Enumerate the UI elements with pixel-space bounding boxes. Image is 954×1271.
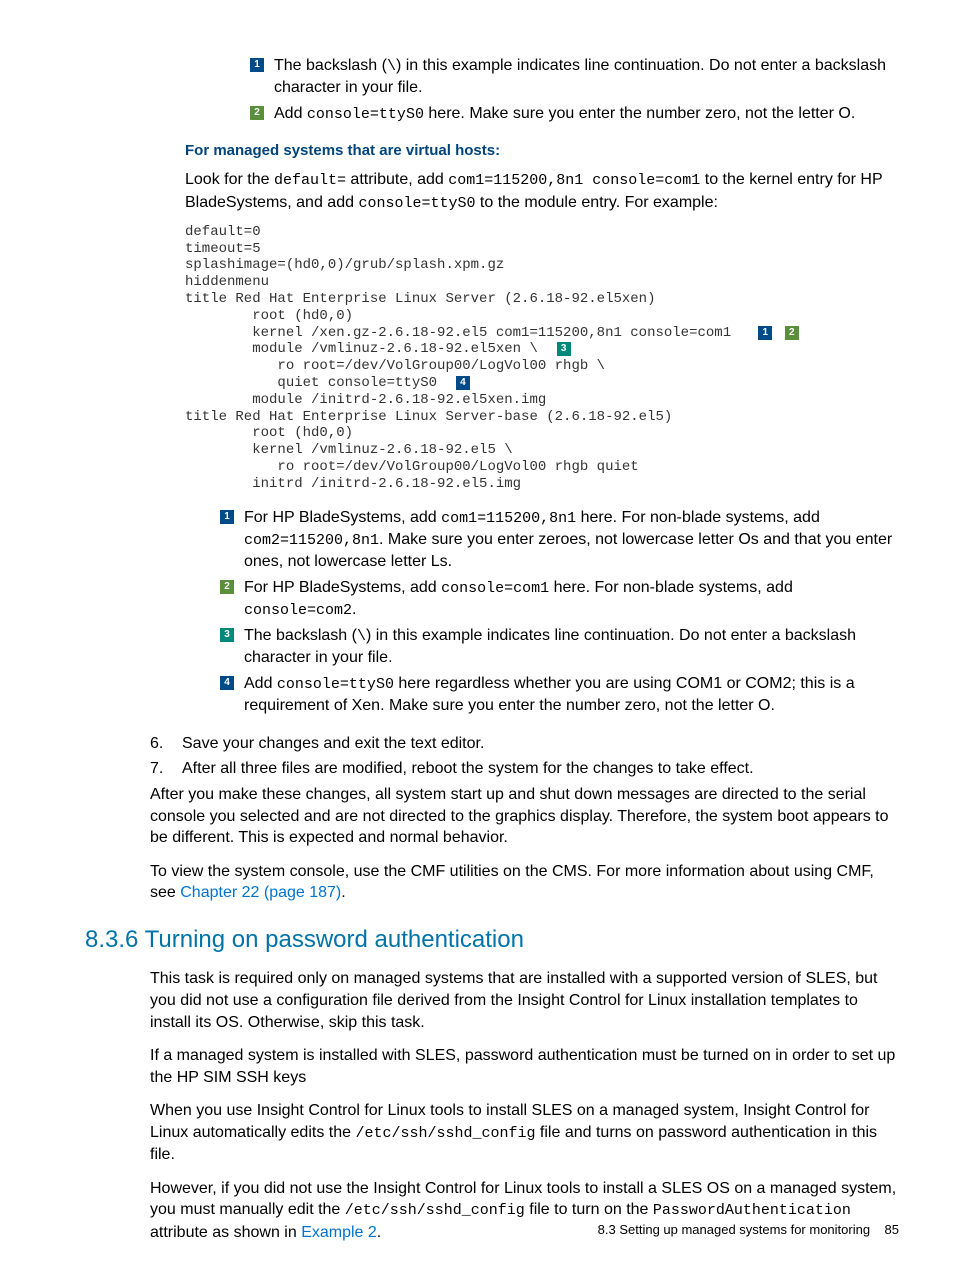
- virtual-hosts-subhead: For managed systems that are virtual hos…: [185, 141, 899, 161]
- inline-code: console=ttyS0: [277, 676, 394, 693]
- callout-text: For HP BladeSystems, add console=com1 he…: [244, 577, 899, 622]
- callout-number: 1: [220, 510, 234, 524]
- inline-code: PasswordAuthentication: [653, 1202, 851, 1219]
- step-text: After all three files are modified, rebo…: [182, 758, 899, 780]
- inline-code: console=com1: [441, 580, 549, 597]
- grub-config-code: default=0 timeout=5 splashimage=(hd0,0)/…: [185, 224, 899, 493]
- callout-text: The backslash (\) in this example indica…: [244, 625, 899, 669]
- inline-callout-1: 1: [758, 326, 772, 340]
- inline-code: /etc/ssh/sshd_config: [355, 1125, 535, 1142]
- callout-row: 4 Add console=ttyS0 here regardless wheth…: [220, 673, 899, 717]
- top-callout-list: 1 The backslash (\) in this example indic…: [250, 55, 899, 125]
- section-p3: When you use Insight Control for Linux t…: [150, 1100, 899, 1165]
- section-p1: This task is required only on managed sy…: [150, 968, 899, 1033]
- numbered-step: 7.After all three files are modified, re…: [150, 758, 899, 780]
- chapter-22-link[interactable]: Chapter 22 (page 187): [180, 884, 341, 901]
- callout-text: The backslash (\) in this example indica…: [274, 55, 899, 99]
- step-number: 6.: [150, 733, 182, 755]
- callout-text: For HP BladeSystems, add com1=115200,8n1…: [244, 507, 899, 573]
- callout-number: 2: [220, 580, 234, 594]
- step-text: Save your changes and exit the text edit…: [182, 733, 899, 755]
- code-callout-list: 1 For HP BladeSystems, add com1=115200,8n…: [220, 507, 899, 717]
- inline-code: console=com2: [244, 602, 352, 619]
- inline-code: console=ttyS0: [358, 195, 475, 212]
- callout-text: Add console=ttyS0 here. Make sure you en…: [274, 103, 899, 125]
- inline-code: com2=115200,8n1: [244, 532, 379, 549]
- view-para-post: .: [341, 884, 345, 901]
- inline-code: /etc/ssh/sshd_config: [345, 1202, 525, 1219]
- inline-code: \: [387, 58, 396, 75]
- intro-paragraph: Look for the default= attribute, add com…: [185, 169, 899, 214]
- footer-page-number: 85: [885, 1222, 899, 1237]
- view-console-paragraph: To view the system console, use the CMF …: [150, 861, 899, 904]
- callout-text: Add console=ttyS0 here regardless whethe…: [244, 673, 899, 717]
- inline-callout-3: 3: [557, 342, 571, 356]
- page: 1 The backslash (\) in this example indic…: [0, 0, 954, 1271]
- section-8-3-6-heading: 8.3.6 Turning on password authentication: [85, 924, 899, 956]
- callout-row: 2 Add console=ttyS0 here. Make sure you e…: [250, 103, 899, 125]
- inline-code: com1=115200,8n1: [441, 510, 576, 527]
- callout-number: 4: [220, 676, 234, 690]
- callout-row: 1 For HP BladeSystems, add com1=115200,8n…: [220, 507, 899, 573]
- inline-code: \: [357, 628, 366, 645]
- inline-code: console=ttyS0: [307, 106, 424, 123]
- callout-number: 3: [220, 628, 234, 642]
- inline-callout-2: 2: [785, 326, 799, 340]
- inline-callout-4: 4: [456, 376, 470, 390]
- step-number: 7.: [150, 758, 182, 780]
- callout-number: 2: [250, 106, 264, 120]
- callout-row: 1 The backslash (\) in this example indic…: [250, 55, 899, 99]
- inline-link[interactable]: Example 2: [301, 1224, 377, 1241]
- callout-row: 2 For HP BladeSystems, add console=com1 h…: [220, 577, 899, 622]
- numbered-step: 6.Save your changes and exit the text ed…: [150, 733, 899, 755]
- footer-text: 8.3 Setting up managed systems for monit…: [598, 1222, 870, 1237]
- inline-code: com1=115200,8n1 console=com1: [448, 172, 700, 189]
- callout-row: 3 The backslash (\) in this example indic…: [220, 625, 899, 669]
- numbered-steps: 6.Save your changes and exit the text ed…: [85, 733, 899, 780]
- section-p2: If a managed system is installed with SL…: [150, 1045, 899, 1088]
- callout-number: 1: [250, 58, 264, 72]
- page-footer: 8.3 Setting up managed systems for monit…: [598, 1222, 899, 1237]
- page-content: 1 The backslash (\) in this example indic…: [85, 55, 899, 1243]
- inline-code: default=: [274, 172, 346, 189]
- after-changes-paragraph: After you make these changes, all system…: [150, 784, 899, 849]
